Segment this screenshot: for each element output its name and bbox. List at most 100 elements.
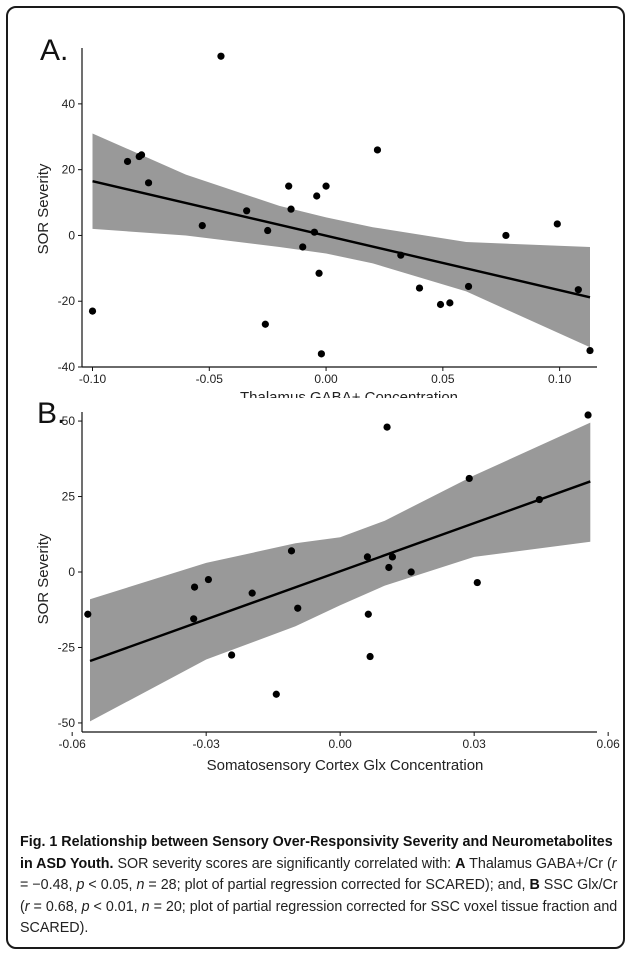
panel-a-data-point [415,284,424,292]
panel-a-data-point [317,350,325,358]
panel-b-data-point [84,610,92,618]
panel-a-data-point [285,182,293,190]
panel-a-data-point [373,146,382,154]
panel-b-data-point [388,553,397,561]
panel-a-data-point [299,243,307,251]
panel-a-data-point [123,157,132,166]
panel-b-data-point [473,578,481,587]
panel-b-data-point [385,563,393,572]
caption-text-segment: = 28; plot of partial regression correct… [144,877,530,893]
panel-b-x-tick-label: 0.06 [596,737,620,751]
caption-stat-symbol: r [611,855,617,872]
panel-b-x-tick-label: -0.03 [192,737,220,751]
panel-a-regression-line [92,180,591,299]
panel-a-x-tick-label: -0.05 [196,372,224,386]
panel-a-label: A. [40,34,68,67]
panel-a-data-point [144,179,153,187]
caption-text-segment: SOR severity scores are significantly co… [117,855,456,872]
panel-a-data-point [586,346,594,355]
panel-a-data-point [574,286,582,294]
panel-a-data-point [137,151,146,159]
caption-panel-b-ref: B [529,877,540,893]
panel-a-x-tick-label: 0.00 [314,372,338,386]
panel-b-y-tick-label: -50 [58,716,76,730]
panel-a-data-point [243,207,251,215]
caption-text-segment: SSC Glx/Cr ( [20,877,618,915]
panel-a-y-tick-label: 0 [68,228,75,242]
figure-caption: Fig. 1 Relationship between Sensory Over… [20,832,618,940]
caption-panel-a-ref: A [455,855,466,872]
panel-a-data-point [313,192,321,200]
panel-a-data-point [88,307,97,315]
panel-a-data-point [198,221,206,230]
panel-b-x-tick-label: 0.03 [462,737,486,751]
caption-body: SOR severity scores are significantly co… [20,856,618,937]
panel-b-label: B. [37,397,65,430]
panel-b-data-point [383,423,391,431]
panel-b-data-point [190,615,198,623]
caption-stat-symbol: n [141,898,150,915]
panel-b-data-point [366,652,374,661]
panel-a-x-tick-label: -0.10 [79,372,107,386]
panel-b-data-point [228,651,236,659]
caption-text-segment: Thalamus GABA+/Cr ( [465,855,612,872]
panel-a-y-tick-label: -40 [58,360,76,374]
panel-a-x-tick-label: 0.05 [431,372,455,386]
panel-b-y-tick-label: 25 [62,490,76,504]
caption-text-segment: = −0.48, [20,877,77,893]
figure-frame: A. SOR Severity Thalamus GABA+ Concentra… [6,6,625,949]
panel-a-data-point [261,320,269,328]
panel-b-x-tick-label: 0.00 [328,737,352,751]
panel-a-data-point [287,205,295,213]
caption-text-segment: < 0.01, [89,898,142,915]
panel-b-data-point [465,474,473,483]
panel-b-data-point [294,604,302,612]
panel-a-y-tick-label: 20 [62,163,76,177]
panel-a-chart: A. SOR Severity Thalamus GABA+ Concentra… [35,34,597,398]
panel-a-x-axis-title: Thalamus GABA+ Concentration [240,389,458,398]
panel-b-data-point [204,575,213,584]
panel-a-data-point [397,251,405,259]
panel-b-data-point [407,568,415,576]
panel-a-data-point [217,52,225,60]
panel-b-plot-area: -0.06 -0.03 0.00 0.03 0.06 -50 -25 0 25 50 [58,411,620,751]
caption-heading: Fig. 1 Relationship between Sensory Over… [20,834,613,872]
panel-b-data-point [287,547,296,555]
panel-a-data-point [264,226,272,235]
panel-a-data-point [553,220,561,228]
caption-stat-symbol: p [81,898,90,915]
panel-a-data-point [315,269,323,277]
panel-a-plot-area: -0.10 -0.05 0.00 0.05 0.10 -40 -20 0 20 40 [58,48,597,386]
panel-b-chart: B. SOR Severity Somatosensory Cortex Glx… [35,397,620,774]
panel-a-y-axis-title: SOR Severity [35,163,52,254]
caption-text-segment: < 0.05, [84,877,137,893]
panel-b-data-point [584,411,592,419]
panel-b-data-point [272,690,280,698]
panel-a-data-point [310,228,318,236]
panel-b-data-point [248,589,256,597]
panel-b-data-point [190,583,199,591]
caption-text-segment: = 0.68, [29,898,82,915]
panel-b-data-point [364,610,372,618]
panel-b-regression-line [89,480,591,663]
panel-a-data-point [446,299,454,307]
panel-b-y-axis-title: SOR Severity [35,533,52,624]
panel-b-y-tick-label: 50 [62,414,76,428]
panel-b-x-tick-label: -0.06 [58,737,86,751]
caption-stat-symbol: n [136,877,145,893]
panel-a-data-point [436,300,445,309]
panel-a-y-tick-label: 40 [62,97,76,111]
caption-stat-symbol: p [76,877,85,893]
panel-b-data-point [363,553,372,561]
panel-b-y-tick-label: -25 [58,640,76,654]
panel-b-y-tick-label: 0 [68,565,75,579]
caption-stat-symbol: r [24,898,30,915]
panel-a-data-point [464,282,473,291]
panel-a-y-tick-label: -20 [58,294,76,308]
panel-a-x-tick-label: 0.10 [548,372,572,386]
panel-b-x-axis-title: Somatosensory Cortex Glx Concentration [207,757,484,774]
panel-b-data-point [535,495,543,504]
panel-a-data-point [322,182,330,190]
panel-a-data-point [502,231,510,240]
caption-text-segment: = 20; plot of partial regression correct… [20,898,618,937]
